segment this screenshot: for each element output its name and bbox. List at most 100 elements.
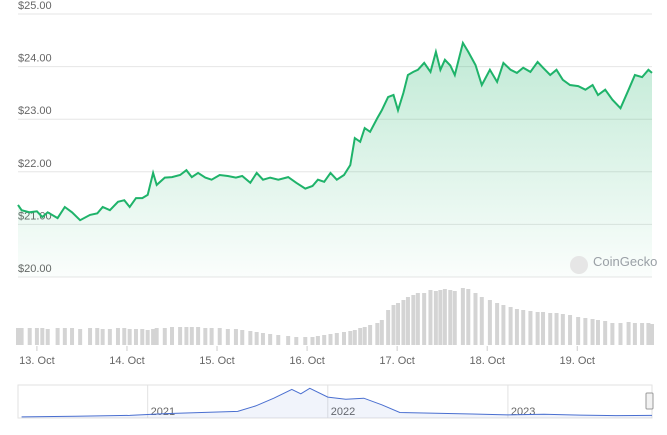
x-tick-label: 13. Oct (19, 355, 54, 367)
volume-bar (375, 323, 380, 345)
volume-bar (438, 290, 443, 345)
volume-bar (133, 329, 138, 345)
navigator-line (21, 387, 653, 418)
volume-bar (610, 323, 615, 345)
x-tick-label: 18. Oct (469, 355, 504, 367)
volume-bar (415, 293, 420, 345)
x-tick-label: 14. Oct (109, 355, 144, 367)
volume-bar (626, 322, 631, 345)
navigator-tick-label: 2022 (331, 406, 355, 418)
volume-bar (127, 329, 132, 345)
volume-bar (495, 303, 500, 345)
volume-bar (508, 307, 513, 345)
y-tick-label: $25.00 (18, 0, 52, 12)
volume-bar (233, 329, 238, 345)
volume-bar (618, 323, 623, 345)
volume-bar (240, 330, 245, 345)
price-line (17, 40, 653, 222)
volume-bar (362, 327, 367, 345)
y-tick-label: $24.00 (18, 53, 52, 65)
volume-bar (358, 328, 363, 345)
volume-bar (528, 311, 533, 345)
price-area (18, 42, 652, 278)
x-tick-label: 16. Oct (289, 355, 324, 367)
y-tick-label: $23.00 (18, 105, 52, 117)
volume-bar (70, 328, 75, 345)
y-tick-label: $22.00 (18, 158, 52, 170)
volume-bar (260, 333, 265, 345)
volume-bar (368, 325, 373, 345)
volume-bar (595, 320, 600, 345)
volume-bar (334, 333, 339, 345)
volume-bar (411, 295, 416, 345)
volume-bar (154, 328, 159, 345)
volume-bar (460, 288, 465, 345)
volume-bar (62, 328, 67, 345)
volume-bar (479, 297, 484, 345)
volume-bar (276, 335, 281, 345)
volume-bar (27, 328, 32, 345)
volume-bar (115, 328, 120, 345)
volume-bar (386, 310, 391, 345)
volume-bar (466, 289, 471, 345)
volume-bar (145, 330, 150, 345)
volume-bar (140, 329, 145, 345)
volume-bar (433, 291, 438, 345)
volume-bar (401, 300, 406, 345)
navigator-tick-label: 2021 (151, 406, 175, 418)
volume-bar (162, 328, 167, 345)
volume-bar (78, 329, 83, 345)
watermark: CoinGecko (593, 254, 657, 269)
watermark-logo (570, 256, 588, 274)
volume-bar (248, 331, 253, 345)
volume-bar (632, 323, 637, 345)
volume-bar (151, 329, 156, 345)
volume-bar (322, 335, 327, 345)
volume-bar (348, 331, 353, 345)
volume-bar (310, 337, 315, 345)
volume-bar (473, 293, 478, 345)
volume-bar (448, 290, 453, 345)
volume-bar (379, 320, 384, 345)
volume-bar (45, 329, 50, 345)
volume-bar (203, 328, 208, 345)
volume-bar (501, 305, 506, 345)
volume-bar (268, 334, 273, 345)
volume-bar (603, 321, 608, 345)
volume-bar (286, 336, 291, 345)
volume-bar (646, 323, 651, 345)
volume-bar (100, 329, 105, 345)
volume-bar (19, 328, 24, 345)
volume-bar (442, 289, 447, 345)
volume-bar (405, 297, 410, 345)
volume-bar (217, 328, 222, 345)
volume-bar (95, 328, 100, 345)
volume-bar (548, 313, 553, 345)
volume-bar (640, 323, 645, 345)
navigator-handle[interactable] (645, 392, 654, 410)
volume-bar (590, 319, 595, 345)
volume-bar (294, 337, 299, 345)
volume-bar (40, 328, 45, 345)
volume-bar (422, 293, 427, 345)
volume-bar (428, 290, 433, 345)
volume-bar (209, 328, 214, 345)
volume-bar (521, 310, 526, 345)
volume-bar (541, 312, 546, 345)
navigator-area (21, 388, 653, 418)
volume-bar (391, 305, 396, 345)
volume-bar (178, 327, 183, 345)
volume-bar (184, 327, 189, 345)
volume-bar (315, 336, 320, 345)
volume-bar (189, 327, 194, 345)
volume-bar (169, 327, 174, 345)
x-tick-label: 19. Oct (560, 355, 595, 367)
volume-bar (225, 329, 230, 345)
volume-bar (196, 327, 201, 345)
volume-bar (16, 328, 20, 345)
volume-bar (650, 324, 654, 345)
volume-bar (352, 330, 357, 345)
volume-bar (514, 309, 519, 345)
volume-bar (107, 329, 112, 345)
